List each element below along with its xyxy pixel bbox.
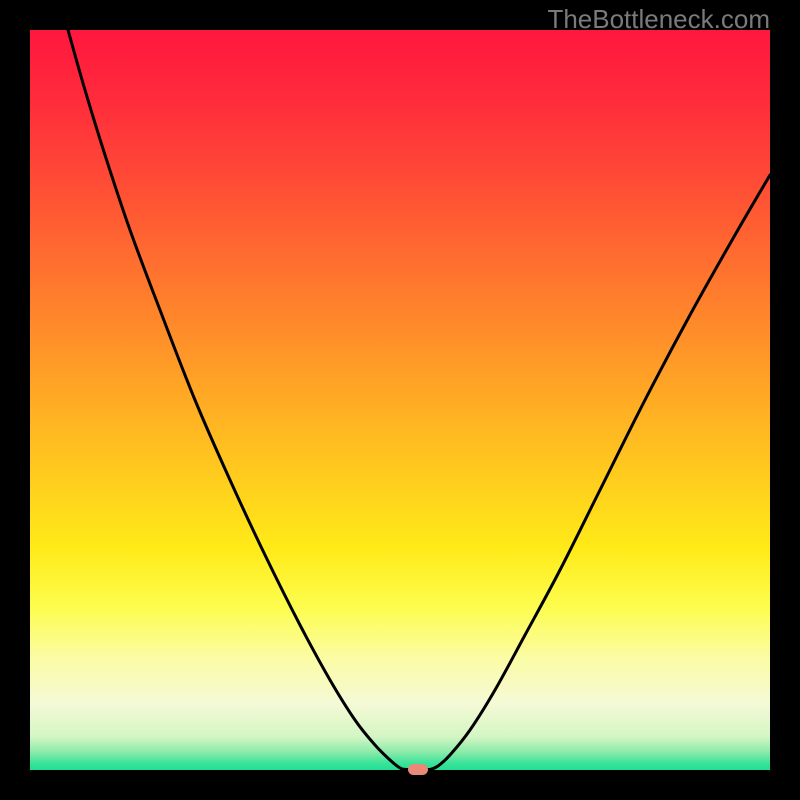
bottleneck-curve: [30, 30, 770, 770]
plot-area: [30, 30, 770, 770]
optimum-marker: [408, 764, 428, 775]
watermark-label: TheBottleneck.com: [547, 4, 770, 35]
canvas: TheBottleneck.com: [0, 0, 800, 800]
